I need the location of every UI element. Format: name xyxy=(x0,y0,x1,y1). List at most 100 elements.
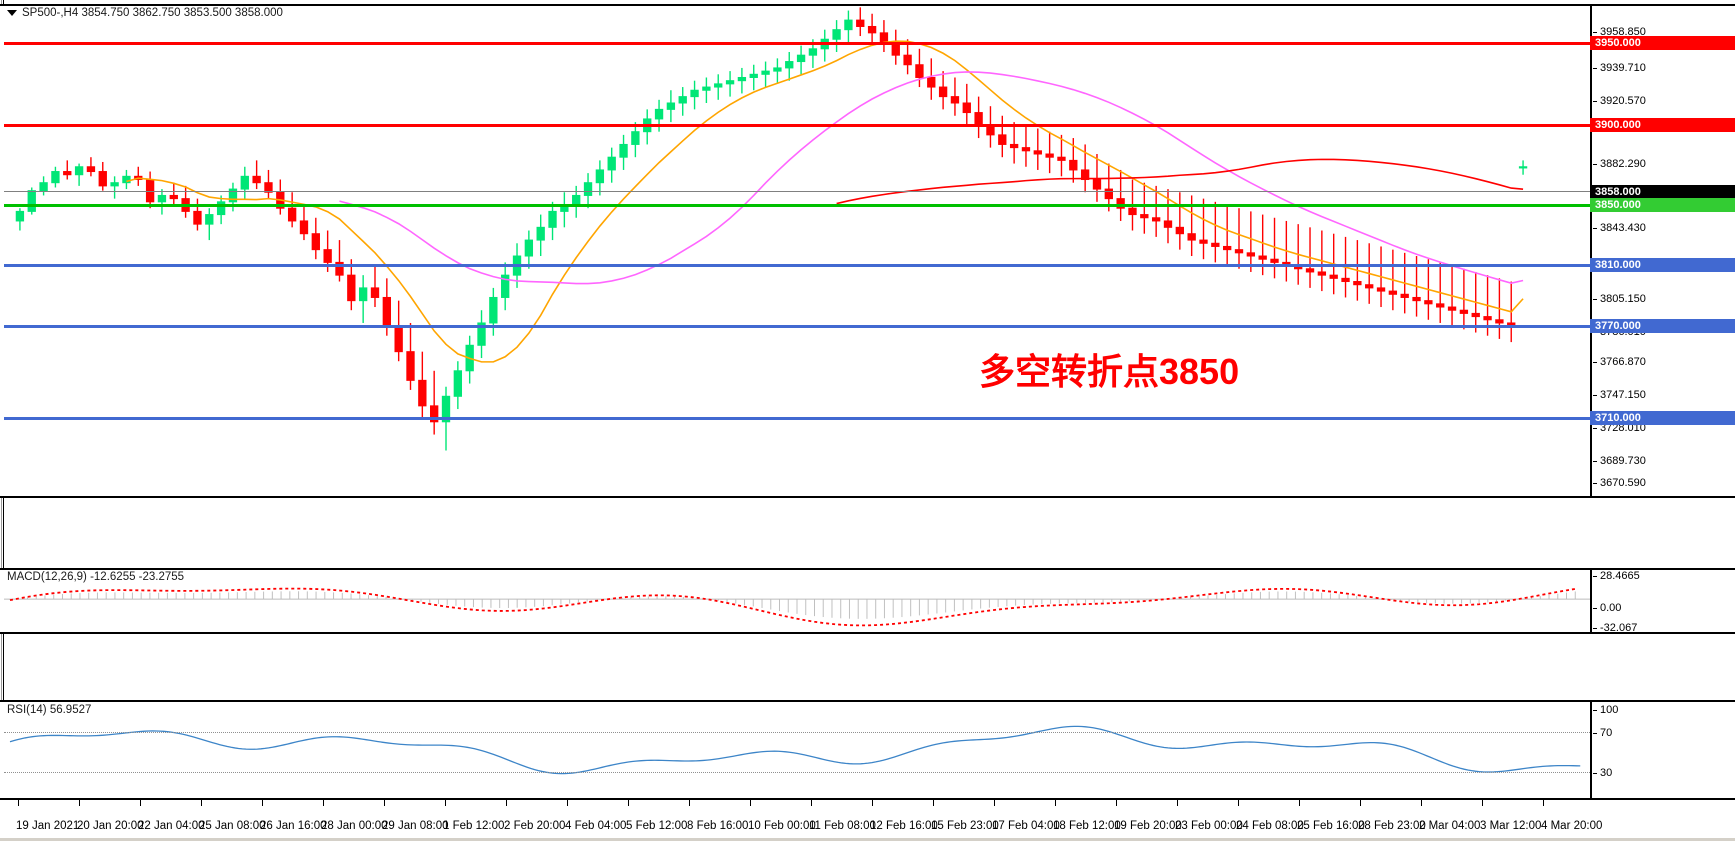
time-axis-label: 25 Jan 08:00 xyxy=(199,820,266,832)
price-tick: 3689.730 xyxy=(1593,455,1646,467)
last-price-tag: 3858.000 xyxy=(1590,185,1735,199)
time-tick xyxy=(933,800,934,806)
level-tag-3900: 3900.000 xyxy=(1590,118,1735,132)
resistance-line-3900 xyxy=(4,124,1590,127)
time-tick xyxy=(323,800,324,806)
time-tick xyxy=(18,800,19,806)
time-tick xyxy=(1360,800,1361,806)
price-tick: 3805.150 xyxy=(1593,293,1646,305)
time-tick xyxy=(384,800,385,806)
price-tick: 3882.290 xyxy=(1593,158,1646,170)
time-axis-label: 8 Feb 16:00 xyxy=(687,820,749,832)
time-axis-label: 17 Feb 04:00 xyxy=(992,820,1060,832)
time-axis-label: 15 Feb 23:00 xyxy=(931,820,999,832)
time-axis-label: 11 Feb 08:00 xyxy=(809,820,876,832)
rsi-panel[interactable]: 100 70 30 xyxy=(0,700,1735,800)
price-tick: 3939.710 xyxy=(1593,62,1646,74)
price-tick: 3766.870 xyxy=(1593,356,1646,368)
pivot-line-3850 xyxy=(4,204,1590,207)
time-tick xyxy=(1543,800,1544,806)
last-price-line xyxy=(4,191,1590,192)
time-tick xyxy=(689,800,690,806)
support-line-3710 xyxy=(4,417,1590,420)
macd-axis: 28.4665 0.00 -32.067 xyxy=(1590,570,1735,634)
time-tick xyxy=(140,800,141,806)
time-axis-label: 18 Feb 12:00 xyxy=(1053,820,1121,832)
time-axis[interactable]: 19 Jan 2021 20 Jan 20:00 22 Jan 04:00 25 Ja… xyxy=(0,800,1735,841)
chevron-down-icon[interactable] xyxy=(7,9,17,16)
macd-tick: 0.00 xyxy=(1592,602,1622,614)
time-tick xyxy=(1299,800,1300,806)
level-tag-3810: 3810.000 xyxy=(1590,258,1735,272)
time-tick xyxy=(1177,800,1178,806)
rsi-plot-area[interactable] xyxy=(4,702,1590,798)
time-tick xyxy=(994,800,995,806)
time-tick xyxy=(445,800,446,806)
price-chart-panel[interactable]: 多空转折点3850 3958.850 3939.710 3920.570 388… xyxy=(0,4,1735,498)
macd-series xyxy=(4,587,1590,627)
time-tick xyxy=(262,800,263,806)
rsi-panel-header: RSI(14) 56.9527 xyxy=(7,704,92,716)
rsi-band-30 xyxy=(4,772,1590,773)
time-axis-label: 19 Feb 20:00 xyxy=(1114,820,1182,832)
price-panel-header: SP500-,H4 3854.750 3862.750 3853.500 385… xyxy=(7,7,283,19)
price-plot-area[interactable]: 多空转折点3850 xyxy=(4,6,1590,496)
level-tag-3850: 3850.000 xyxy=(1590,198,1735,212)
time-axis-label: 2 Mar 04:00 xyxy=(1419,820,1481,832)
macd-tick: -32.067 xyxy=(1592,622,1638,634)
time-axis-label: 24 Feb 08:00 xyxy=(1236,820,1304,832)
time-tick xyxy=(750,800,751,806)
time-tick xyxy=(1116,800,1117,806)
time-tick xyxy=(1055,800,1056,806)
price-tick: 3958.850 xyxy=(1593,26,1646,38)
rsi-tick: 30 xyxy=(1592,767,1613,779)
macd-panel-header: MACD(12,26,9) -12.6255 -23.2755 xyxy=(7,571,185,583)
time-axis-label: 19 Jan 2021 xyxy=(16,820,80,832)
macd-plot-area[interactable] xyxy=(4,570,1590,632)
time-axis-label: 4 Feb 04:00 xyxy=(565,820,627,832)
time-axis-label: 20 Jan 20:00 xyxy=(77,820,144,832)
time-axis-label: 5 Feb 12:00 xyxy=(626,820,688,832)
time-axis-label: 23 Feb 00:00 xyxy=(1175,820,1243,832)
time-tick xyxy=(506,800,507,806)
time-axis-label: 25 Feb 16:00 xyxy=(1297,820,1365,832)
time-axis-label: 1 Feb 12:00 xyxy=(443,820,505,832)
support-line-3770 xyxy=(4,325,1590,328)
time-axis-label: 4 Mar 20:00 xyxy=(1541,820,1603,832)
time-tick xyxy=(1238,800,1239,806)
chart-annotation-text: 多空转折点3850 xyxy=(979,351,1240,392)
level-tag-3710: 3710.000 xyxy=(1590,411,1735,425)
rsi-tick: 100 xyxy=(1592,704,1619,716)
time-axis-label: 22 Jan 04:00 xyxy=(138,820,205,832)
time-tick xyxy=(628,800,629,806)
time-axis-label: 10 Feb 00:00 xyxy=(748,820,816,832)
time-tick xyxy=(567,800,568,806)
rsi-series xyxy=(9,725,1581,775)
time-axis-label: 29 Jan 08:00 xyxy=(382,820,449,832)
time-axis-label: 28 Jan 00:00 xyxy=(321,820,388,832)
resistance-line-3950 xyxy=(4,42,1590,45)
time-axis-label: 12 Feb 16:00 xyxy=(870,820,938,832)
time-axis-label: 26 Jan 16:00 xyxy=(260,820,327,832)
rsi-axis: 100 70 30 xyxy=(1590,702,1735,798)
time-tick xyxy=(201,800,202,806)
macd-panel[interactable]: 28.4665 0.00 -32.067 xyxy=(0,568,1735,634)
rsi-tick: 70 xyxy=(1592,727,1613,739)
price-tick: 3843.430 xyxy=(1593,222,1646,234)
bottom-strip xyxy=(0,838,1735,841)
macd-tick: 28.4665 xyxy=(1593,570,1640,582)
support-line-3810 xyxy=(4,264,1590,267)
price-tick: 3747.150 xyxy=(1593,389,1646,401)
time-axis-label: 2 Feb 20:00 xyxy=(504,820,566,832)
price-tick: 3670.590 xyxy=(1593,477,1646,489)
level-tag-3950: 3950.000 xyxy=(1590,36,1735,50)
price-tick: 3920.570 xyxy=(1593,95,1646,107)
time-tick xyxy=(872,800,873,806)
time-axis-label: 3 Mar 12:00 xyxy=(1480,820,1542,832)
price-tick: 3728.010 xyxy=(1593,422,1646,434)
level-tag-3770: 3770.000 xyxy=(1590,319,1735,333)
time-tick xyxy=(1421,800,1422,806)
time-tick xyxy=(811,800,812,806)
time-axis-label: 28 Feb 23:00 xyxy=(1358,820,1426,832)
